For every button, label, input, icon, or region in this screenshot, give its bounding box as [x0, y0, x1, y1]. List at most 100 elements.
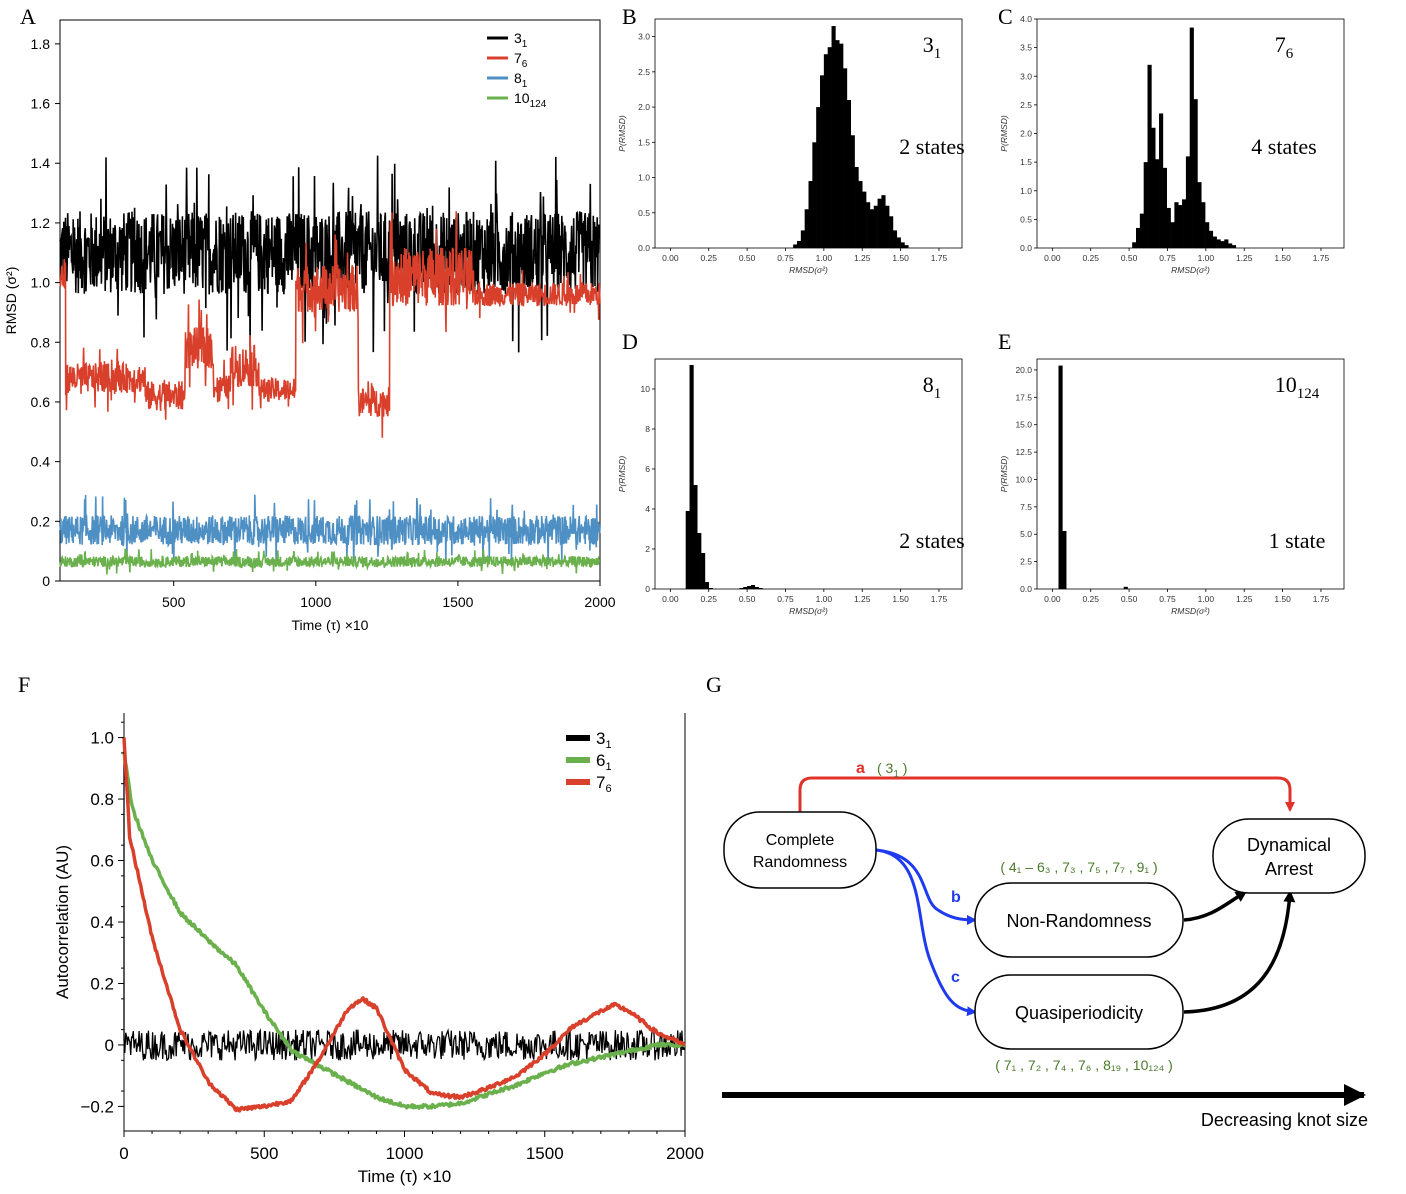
- x-tick-label: 2000: [584, 594, 615, 610]
- x-axis-label: Time (τ) ×10: [292, 617, 369, 633]
- hist-bar: [1162, 167, 1168, 248]
- hist-bar: [1193, 99, 1198, 249]
- x-tick-label: 0: [119, 1144, 128, 1163]
- series-line-8-1: [59, 494, 601, 565]
- y-tick-label: 1.2: [31, 215, 51, 231]
- states-label-E: 1 state: [1269, 528, 1326, 553]
- states-label-C: 4 states: [1251, 134, 1316, 159]
- y-tick-label: 0: [645, 584, 650, 594]
- hist-bar: [750, 585, 756, 589]
- hist-bar: [1228, 243, 1233, 248]
- y-tick-label: 15.0: [1015, 420, 1032, 430]
- hist-bar: [820, 75, 825, 248]
- hist-bar: [1216, 239, 1221, 248]
- hist-bar: [1143, 162, 1148, 248]
- hist-bar: [877, 198, 882, 248]
- panel-f-autocorrelation: 0 500 1000 1500 2000 −0.2 0 0.2 0.4 0.6 0.8 1.0 Time…: [53, 713, 704, 1186]
- y-tick-label: 4.0: [1020, 14, 1032, 24]
- x-tick-label: 0.25: [700, 594, 717, 604]
- y-tick-label: 0.0: [1020, 584, 1032, 594]
- hist-bar: [708, 588, 713, 589]
- y-tick-label: 0.0: [638, 243, 650, 253]
- paren-b: ( 4₁ – 6₃ , 7₃ , 7₅ , 7₇ , 9₁ ): [1000, 859, 1157, 875]
- hist-bar: [881, 195, 886, 248]
- y-tick-label: 4: [645, 504, 650, 514]
- legend-label-8-1: 81: [514, 70, 528, 90]
- x-axis-label: RMSD(σ²): [1171, 606, 1210, 616]
- x-axis-label: RMSD(σ²): [789, 606, 828, 616]
- hist-bar: [843, 68, 848, 248]
- y-axis-label: Autocorrelation (AU): [53, 845, 72, 999]
- y-tick-label: 6: [645, 464, 650, 474]
- legend-label-3-1: 31: [596, 729, 612, 751]
- y-tick-label: 3.0: [1020, 71, 1032, 81]
- x-tick-label: 1.50: [892, 594, 909, 604]
- hist-bar: [747, 586, 752, 589]
- hist-bar: [869, 209, 875, 248]
- y-tick-label: 2.5: [1020, 557, 1032, 567]
- y-axis-label: RMSD (σ²): [3, 267, 19, 335]
- hist-bar: [1166, 207, 1171, 248]
- x-axis-label: RMSD(σ²): [1171, 265, 1210, 275]
- arrow-c: [875, 848, 977, 1017]
- hist-bar: [793, 244, 798, 248]
- x-tick-label: 1.25: [1236, 253, 1253, 263]
- arrow-a-label: a: [856, 760, 865, 777]
- x-tick-label: 0.50: [739, 594, 756, 604]
- hist-bar: [866, 202, 871, 248]
- x-tick-label: 1.50: [892, 253, 909, 263]
- hist-bar: [850, 135, 855, 248]
- hist-bar: [1224, 239, 1229, 248]
- hist-bar: [827, 47, 832, 248]
- x-tick-label: 0.75: [1159, 594, 1176, 604]
- paren-c: ( 7₁ , 7₂ , 7₄ , 7₆ , 8₁₉ , 10₁₂₄ ): [995, 1057, 1173, 1073]
- hist-bar: [685, 511, 690, 589]
- series-line-3-1: [123, 737, 686, 1062]
- hist-bar: [1058, 365, 1063, 589]
- hist-bar: [1155, 159, 1160, 248]
- y-tick-label: 7.5: [1020, 502, 1032, 512]
- x-tick-label: 0.50: [739, 253, 756, 263]
- node-quasi-label: Quasiperiodicity: [1015, 1003, 1143, 1023]
- hist-bar: [697, 533, 702, 589]
- states-label-B: 2 states: [899, 134, 964, 159]
- arrow-c-label: c: [951, 969, 960, 986]
- hist-bar: [1123, 586, 1128, 589]
- series-line-10-124: [59, 548, 601, 575]
- hist-bar: [892, 230, 898, 248]
- panel-letter-a: A: [20, 4, 36, 29]
- hist-bar: [900, 242, 905, 248]
- y-axis-label: P(RMSD): [999, 115, 1009, 152]
- x-tick-label: 0.25: [700, 253, 717, 263]
- node-arrest-line2: Arrest: [1265, 859, 1313, 879]
- legend-label-3-1: 31: [514, 30, 528, 50]
- panel-letter-c: C: [998, 4, 1013, 29]
- y-axis-label: P(RMSD): [617, 115, 627, 152]
- hist-bar: [1189, 27, 1194, 249]
- hist-bar: [1178, 205, 1183, 248]
- y-tick-label: 0.0: [1020, 243, 1032, 253]
- hist-bar: [904, 245, 909, 248]
- node-nonrandom-label: Non-Randomness: [1006, 911, 1151, 931]
- hist-bar: [808, 181, 813, 248]
- y-tick-label: 1.6: [31, 96, 51, 112]
- node-complete-line1: Complete: [766, 832, 835, 849]
- x-tick-label: 1.00: [816, 594, 833, 604]
- hist-bar: [1170, 222, 1175, 248]
- hist-bar: [1231, 245, 1237, 248]
- y-tick-label: 0.2: [90, 974, 114, 993]
- x-tick-label: 0.75: [1159, 253, 1176, 263]
- hist-bar: [1174, 202, 1179, 248]
- hist-bar: [1220, 241, 1225, 248]
- arrow-nonrandom-arrest: [1183, 890, 1248, 922]
- knot-label-C: 76: [1275, 32, 1294, 62]
- y-tick-label: 2.5: [1020, 100, 1032, 110]
- hist-bar: [1062, 530, 1067, 589]
- hist-bar: [1208, 230, 1214, 248]
- y-tick-label: 1.0: [638, 173, 650, 183]
- hist-bar: [854, 166, 859, 248]
- y-tick-label: 1.0: [31, 275, 51, 291]
- y-tick-label: −0.2: [80, 1097, 114, 1116]
- hist-bar: [1197, 182, 1202, 248]
- x-tick-label: 1.75: [1313, 594, 1330, 604]
